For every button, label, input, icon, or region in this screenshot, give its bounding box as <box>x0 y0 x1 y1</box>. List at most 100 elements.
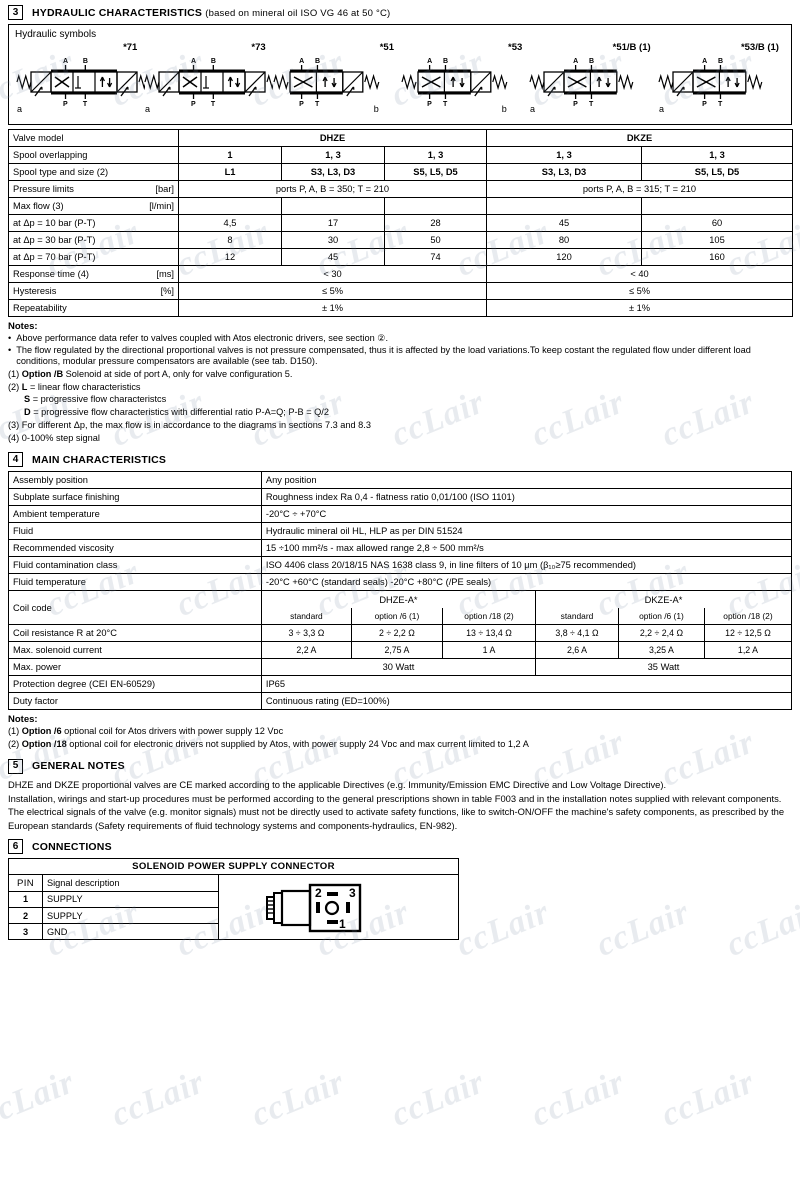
svg-text:P: P <box>63 101 68 108</box>
row-label-text: Pressure limits <box>13 184 74 194</box>
table-cell <box>281 197 385 215</box>
svg-text:T: T <box>83 101 88 108</box>
row-value: -20°C ÷ +70°C <box>260 505 793 524</box>
row-label: Recommended viscosity <box>8 539 262 558</box>
note-number: (2) <box>8 739 22 750</box>
row-unit: [l/min] <box>149 201 174 211</box>
hydraulic-symbols-box: Hydraulic symbols *71 A B P Ta b *73 A B P Ta b *51 A… <box>8 24 792 125</box>
svg-text:P: P <box>191 101 196 108</box>
main-characteristics-table: Assembly position Any position Subplate su… <box>8 471 793 711</box>
table-cell: S5, L5, D5 <box>384 163 487 181</box>
svg-text:a: a <box>145 104 150 114</box>
bullet-marker: • <box>8 333 12 343</box>
section-title: MAIN CHARACTERISTICS <box>32 453 167 466</box>
table-cell: 105 <box>641 231 793 249</box>
coil-group-header: DHZE-A* <box>260 590 537 608</box>
svg-text:T: T <box>589 101 594 108</box>
table-cell: ± 1% <box>178 299 487 317</box>
table-row: Fluid contamination class ISO 4406 class … <box>8 556 793 575</box>
row-label: at Δp = 10 bar (P-T) <box>8 214 179 232</box>
note-emphasis: D <box>24 407 31 418</box>
row-unit: [%] <box>160 286 174 296</box>
table-cell: 1, 3 <box>281 146 385 164</box>
section-number: 5 <box>8 758 23 774</box>
coil-sub-header: standard <box>260 607 352 626</box>
note-number: (3) <box>8 419 22 430</box>
connector-table-wrap: SOLENOID POWER SUPPLY CONNECTOR PIN Sign… <box>8 858 792 941</box>
table-row: Subplate surface finishing Roughness inde… <box>8 488 793 507</box>
note-text: = linear flow characteristics <box>27 381 141 392</box>
hydraulic-symbols-title: Hydraulic symbols <box>15 29 97 40</box>
coil-group-header: DKZE-A* <box>535 590 792 608</box>
watermark-text: ccLair <box>0 1063 80 1134</box>
section-subtitle: (based on mineral oil ISO VG 46 at 50 °C… <box>205 7 391 19</box>
general-note-paragraph: DHZE and DKZE proportional valves are CE… <box>8 778 667 790</box>
hydraulic-symbols-row: *71ABPTab*73ABPTab*51ABPTb*53ABPTb*51/B … <box>15 42 785 118</box>
note-number: (1) <box>8 726 22 737</box>
svg-text:T: T <box>315 101 320 108</box>
svg-text:T: T <box>211 101 216 108</box>
row-label: Max. solenoid current <box>8 641 262 660</box>
row-label-text: Max flow (3) <box>13 201 64 211</box>
table-cell: 160 <box>641 248 793 266</box>
svg-text:B: B <box>443 58 448 65</box>
row-label: Ambient temperature <box>8 505 262 524</box>
table-cell <box>384 197 487 215</box>
table-cell: < 30 <box>178 265 487 283</box>
row-label: Subplate surface finishing <box>8 488 262 507</box>
note-text: 0-100% step signal <box>21 432 100 443</box>
table-cell: ≤ 5% <box>178 282 487 300</box>
table-row: SOLENOID POWER SUPPLY CONNECTOR <box>8 858 459 876</box>
row-value: Any position <box>260 471 793 490</box>
note-line: (4) 0-100% step signal <box>8 433 792 445</box>
row-label: Protection degree (CEI EN-60529) <box>8 675 262 694</box>
general-note-paragraph: The electrical signals of the valve (e.g… <box>8 806 785 831</box>
table-cell: 2,2 ÷ 2,4 Ω <box>617 624 705 643</box>
table-row: Response time (4) [ms] < 30 < 40 <box>8 265 793 283</box>
svg-text:a: a <box>17 104 22 114</box>
table-row: Spool type and size (2) L1 S3, L3, D3 S5, L… <box>8 163 793 181</box>
table-cell: 1,2 A <box>703 641 793 660</box>
row-label-text: Hysteresis <box>13 286 57 296</box>
note-bullet: • The flow regulated by the directional p… <box>8 345 792 368</box>
table-cell <box>178 197 282 215</box>
pin-number: 1 <box>8 890 43 908</box>
watermark-text: ccLair <box>656 1063 760 1134</box>
bullet-text: Above performance data refer to valves c… <box>16 333 389 343</box>
section-header-connections: 6 CONNECTIONS <box>8 839 792 855</box>
section-number: 4 <box>8 452 23 468</box>
hydraulic-notes-numbered: (1) Option /B Solenoid at side of port A… <box>8 369 792 445</box>
section-number: 3 <box>8 5 23 20</box>
coil-sub-header: option /18 (2) <box>441 607 537 626</box>
table-cell: 1, 3 <box>486 146 642 164</box>
table-row: Spool overlapping 1 1, 3 1, 3 1, 3 1, 3 <box>8 146 793 164</box>
table-cell: 8 <box>178 231 282 249</box>
row-label-coil-code: Coil code <box>8 590 262 626</box>
svg-text:A: A <box>702 58 707 65</box>
hydraulic-symbol-label: *71 <box>123 42 138 53</box>
pin-signal: SUPPLY <box>42 906 219 925</box>
table-row: Protection degree (CEI EN-60529) IP65 <box>8 675 793 694</box>
row-label: Fluid temperature <box>8 573 262 592</box>
note-line: (3) For different Δp, the max flow is in… <box>8 420 792 432</box>
svg-text:B: B <box>211 58 216 65</box>
table-row: Duty factor Continuous rating (ED=100%) <box>8 692 793 711</box>
main-notes-heading: Notes: <box>8 714 38 726</box>
din-connector-icon: 2 3 1 <box>266 884 362 933</box>
svg-text:B: B <box>718 58 723 65</box>
hydraulic-symbol-label: *53 <box>508 42 523 53</box>
table-cell: 12 <box>178 248 282 266</box>
table-cell: 3 ÷ 3,3 Ω <box>260 624 352 643</box>
table-cell: 30 <box>281 231 385 249</box>
note-emphasis: S <box>24 394 31 405</box>
hydraulic-notes-bullets: • Above performance data refer to valves … <box>8 333 792 368</box>
connector-diagram-cell: 2 3 1 <box>218 874 459 941</box>
table-row: Fluid Hydraulic mineral oil HL, HLP as pe… <box>8 522 793 541</box>
svg-text:P: P <box>702 101 707 108</box>
hydraulic-symbol-label: *53/B (1) <box>740 42 779 53</box>
row-value: Roughness index Ra 0,4 - flatness ratio … <box>260 488 793 507</box>
row-value: ISO 4406 class 20/18/15 NAS 1638 class 9… <box>260 556 793 575</box>
